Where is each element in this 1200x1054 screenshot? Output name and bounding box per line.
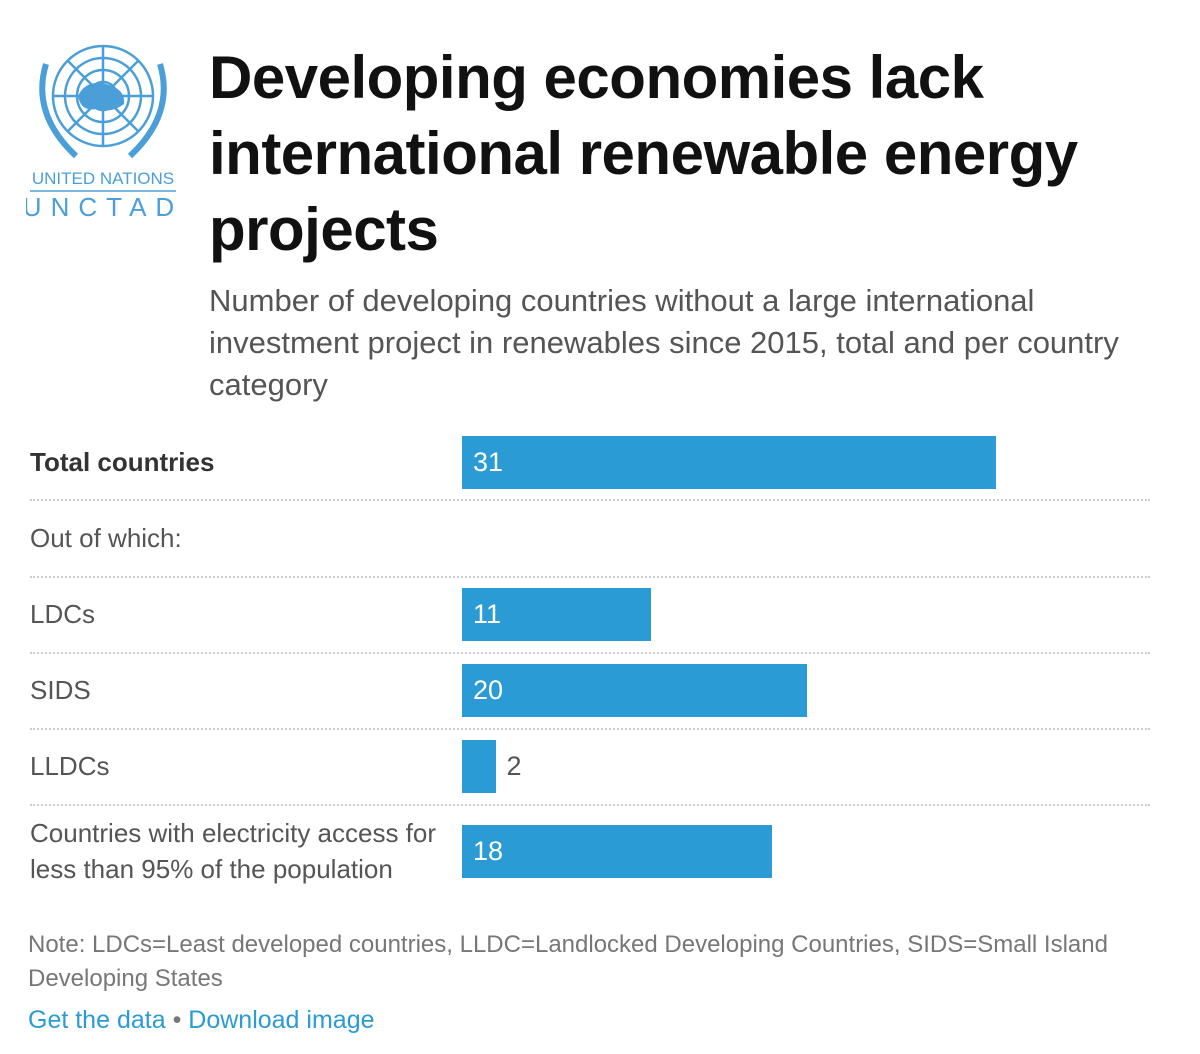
bar: [462, 436, 996, 489]
bar: [462, 825, 773, 878]
unctad-logo: UNITED NATIONS UNCTAD: [23, 34, 180, 224]
link-separator: •: [172, 1006, 182, 1034]
bar-value-label: 20: [473, 675, 504, 705]
bar: [462, 664, 807, 717]
row-divider: [30, 576, 1150, 578]
un-emblem-icon: UNITED NATIONS UNCTAD: [23, 44, 180, 222]
download-image-link[interactable]: Download image: [188, 1006, 375, 1034]
footer-links: Get the data • Download image: [28, 1006, 375, 1035]
row-label: Total countries: [30, 447, 215, 477]
row-label: Countries with electricity access for le…: [30, 818, 437, 884]
row-label: SIDS: [30, 675, 91, 705]
chart-subtitle: Number of developing countries without a…: [209, 283, 1119, 402]
chart-note: Note: LDCs=Least developed countries, LL…: [28, 931, 1108, 992]
row-divider: [30, 499, 1150, 501]
svg-text:UNITED NATIONS: UNITED NATIONS: [32, 169, 174, 188]
bar-value-label: 18: [473, 836, 504, 866]
bar-value-label: 2: [506, 751, 522, 781]
bar: [462, 588, 652, 641]
row-divider: [30, 652, 1150, 654]
bar-value-label: 11: [473, 599, 502, 629]
svg-text:UNCTAD: UNCTAD: [26, 192, 180, 222]
row-label: LDCs: [30, 599, 96, 629]
bar-value-label: 31: [473, 447, 504, 477]
row-label: Out of which:: [30, 523, 182, 553]
row-divider: [30, 728, 1150, 730]
bar: [462, 740, 497, 793]
row-divider: [30, 804, 1150, 806]
row-label: LLDCs: [30, 751, 110, 781]
chart-title: Developing economies lack international …: [209, 44, 1078, 263]
get-data-link[interactable]: Get the data: [28, 1006, 166, 1034]
